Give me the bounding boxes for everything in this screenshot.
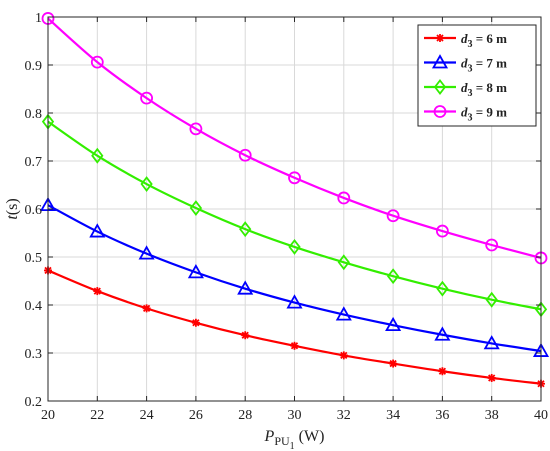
y-axis-unit: (s) bbox=[4, 198, 21, 215]
legend-item: d3 = 6 m bbox=[424, 31, 507, 50]
y-axis-label: t(s) bbox=[4, 198, 21, 219]
x-tick-label: 38 bbox=[485, 408, 499, 423]
data-point bbox=[189, 122, 203, 136]
data-point bbox=[485, 238, 499, 252]
legend-marker bbox=[436, 34, 444, 42]
ticks bbox=[47, 16, 542, 402]
x-tick-label: 30 bbox=[288, 408, 302, 423]
legend-rest: = 9 m bbox=[473, 105, 508, 120]
series-line bbox=[47, 17, 542, 260]
x-tick-label: 24 bbox=[140, 408, 154, 423]
legend-sub: 3 bbox=[468, 64, 473, 75]
legend-rest: = 7 m bbox=[473, 56, 508, 71]
y-axis-var: t bbox=[4, 215, 21, 220]
y-tick-label: 0.9 bbox=[25, 59, 43, 74]
x-tick-label: 22 bbox=[90, 408, 104, 423]
y-tick-label: 0.5 bbox=[25, 251, 43, 266]
data-point bbox=[389, 359, 398, 368]
y-tick-label: 0.4 bbox=[25, 299, 43, 314]
data-point bbox=[434, 326, 451, 341]
data-point bbox=[483, 335, 500, 350]
data-point bbox=[288, 171, 301, 185]
data-point bbox=[436, 280, 449, 297]
data-point bbox=[290, 341, 299, 350]
x-tick-label: 28 bbox=[238, 408, 252, 423]
legend-rest: = 6 m bbox=[473, 31, 508, 46]
data-point bbox=[239, 221, 252, 238]
legend-sub: 3 bbox=[468, 39, 473, 50]
x-axis-var: P bbox=[264, 428, 275, 445]
data-point bbox=[187, 264, 204, 279]
x-tick-label: 34 bbox=[386, 408, 400, 423]
series-line bbox=[47, 120, 542, 311]
data-point bbox=[386, 268, 400, 285]
x-axis-unit: (W) bbox=[295, 428, 325, 445]
data-point bbox=[337, 191, 351, 205]
data-point bbox=[89, 223, 106, 238]
data-point bbox=[438, 367, 447, 376]
legend-item: d3 = 8 m bbox=[424, 79, 507, 99]
y-tick-label: 0.2 bbox=[25, 395, 43, 410]
data-point bbox=[339, 351, 348, 360]
data-point bbox=[142, 304, 151, 313]
legend-item: d3 = 7 m bbox=[424, 54, 507, 75]
x-tick-label: 40 bbox=[534, 408, 548, 423]
legend-label: d3 = 9 m bbox=[461, 105, 507, 124]
data-point bbox=[288, 238, 301, 255]
data-point bbox=[93, 287, 102, 296]
data-point bbox=[435, 224, 449, 238]
data-point bbox=[189, 200, 203, 217]
data-point bbox=[485, 291, 498, 308]
y-tick-label: 1 bbox=[35, 11, 42, 26]
data-point bbox=[140, 176, 153, 193]
x-tick-labels: 20 22 24 26 28 30 32 34 36 38 40 bbox=[41, 408, 548, 423]
legend-marker bbox=[433, 105, 447, 118]
legend-sub: 3 bbox=[468, 88, 473, 99]
x-tick-label: 20 bbox=[41, 408, 55, 423]
series-3 bbox=[41, 113, 548, 318]
data-point bbox=[138, 245, 155, 260]
data-point bbox=[337, 254, 350, 271]
data-point bbox=[335, 306, 352, 321]
data-point bbox=[91, 147, 104, 164]
y-tick-label: 0.6 bbox=[25, 203, 43, 218]
legend-rest: = 8 m bbox=[473, 80, 508, 95]
legend-label: d3 = 8 m bbox=[461, 80, 507, 99]
x-axis-subsub: 1 bbox=[290, 441, 295, 451]
legend-sub: 3 bbox=[468, 113, 473, 124]
data-point bbox=[191, 318, 200, 327]
data-point bbox=[238, 148, 252, 162]
legend-marker bbox=[431, 54, 449, 69]
y-tick-label: 0.3 bbox=[25, 347, 43, 362]
data-point bbox=[385, 316, 402, 332]
legend-label: d3 = 6 m bbox=[461, 31, 507, 50]
data-point bbox=[90, 55, 104, 69]
data-point bbox=[286, 294, 303, 309]
series-line bbox=[47, 204, 542, 353]
x-axis-sub: PU bbox=[274, 434, 290, 448]
series-2 bbox=[39, 196, 550, 357]
data-point bbox=[386, 209, 400, 223]
legend-marker bbox=[433, 79, 447, 95]
legend-var: d bbox=[461, 56, 468, 71]
legend-var: d bbox=[461, 31, 468, 46]
y-tick-label: 0.8 bbox=[25, 107, 43, 122]
data-point bbox=[140, 91, 154, 105]
x-axis-label: PPU1 (W) bbox=[264, 428, 325, 451]
y-tick-label: 0.7 bbox=[25, 155, 43, 170]
x-tick-label: 26 bbox=[189, 408, 203, 423]
x-tick-label: 32 bbox=[337, 408, 351, 423]
legend-label: d3 = 7 m bbox=[461, 56, 507, 75]
legend-item: d3 = 9 m bbox=[424, 105, 507, 124]
y-tick-labels: 0.2 0.3 0.4 0.5 0.6 0.7 0.8 0.9 1 bbox=[25, 11, 43, 410]
legend: d3 = 6 md3 = 7 md3 = 8 md3 = 9 m bbox=[417, 24, 537, 127]
data-point bbox=[237, 280, 254, 295]
legend-var: d bbox=[461, 105, 468, 120]
legend-box bbox=[417, 24, 537, 127]
legend-var: d bbox=[461, 80, 468, 95]
data-point bbox=[487, 373, 496, 382]
x-tick-label: 36 bbox=[435, 408, 449, 423]
data-point bbox=[241, 331, 250, 340]
